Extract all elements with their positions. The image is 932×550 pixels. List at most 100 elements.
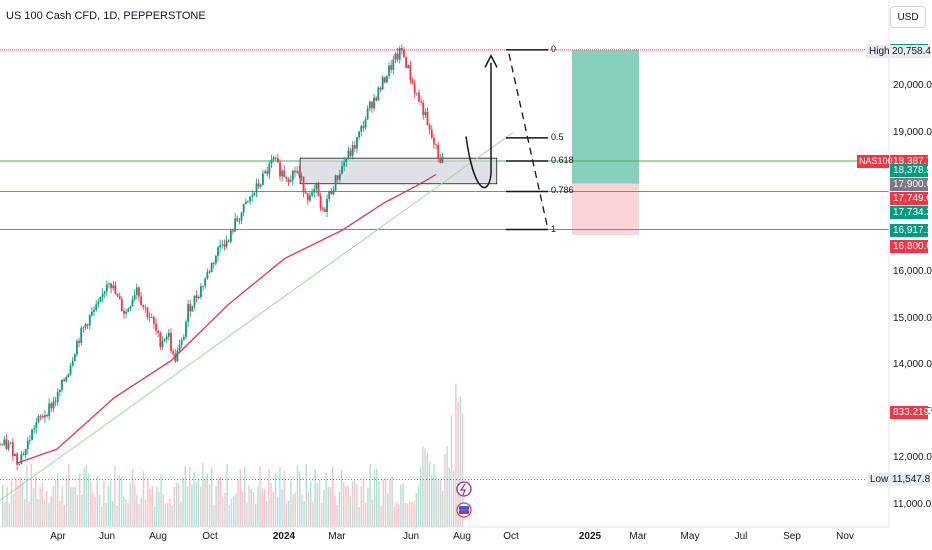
x-tick-label: Oct xyxy=(202,531,218,542)
volume-bar xyxy=(52,485,54,527)
x-tick-label: Mar xyxy=(629,531,647,542)
volume-bar xyxy=(50,496,52,527)
candle-body xyxy=(144,306,147,308)
volume-bar xyxy=(301,494,303,527)
candle-body xyxy=(97,302,100,305)
price-badge: 16,800.0 xyxy=(890,239,932,253)
volume-bar xyxy=(329,487,332,527)
horizontal-levels xyxy=(0,49,889,480)
volume-bar xyxy=(101,506,103,527)
volume-bar xyxy=(30,463,32,527)
volume-bar xyxy=(138,504,140,527)
candle-body xyxy=(195,295,198,299)
volume-bar xyxy=(263,489,266,527)
candle-body xyxy=(127,308,130,312)
volume-bar xyxy=(116,505,118,527)
volume-bar xyxy=(180,501,182,527)
volume-bar xyxy=(59,500,61,527)
candle-body xyxy=(439,157,442,163)
candle-body xyxy=(289,180,292,183)
candle-body xyxy=(390,65,393,70)
candle-body xyxy=(420,101,422,103)
price-badge: 18,378.5 xyxy=(890,163,932,177)
volume-bar xyxy=(402,483,404,527)
candle-body xyxy=(118,296,121,300)
volume-bar xyxy=(277,496,279,527)
volume-bar xyxy=(149,488,151,527)
volume-bar xyxy=(354,480,356,527)
volume-bar xyxy=(288,500,290,527)
candle-body xyxy=(330,190,333,195)
candle-body xyxy=(80,327,83,343)
candle-body xyxy=(268,163,271,174)
candle-body xyxy=(16,453,18,465)
candle-body xyxy=(262,173,264,185)
candle-body xyxy=(153,317,155,324)
volume-bars xyxy=(2,383,464,527)
volume-bar xyxy=(413,502,415,527)
candle-body xyxy=(170,332,172,352)
projection-curve xyxy=(465,62,492,189)
candle-body xyxy=(405,57,408,68)
candle-body xyxy=(150,317,153,318)
volume-bar xyxy=(351,481,354,527)
volume-bar xyxy=(369,463,371,527)
candle-body xyxy=(52,401,55,409)
volume-bar xyxy=(318,479,321,527)
volume-bar xyxy=(57,472,59,527)
candle-body xyxy=(394,53,397,60)
volume-bar xyxy=(453,470,455,527)
candle-body xyxy=(105,284,108,292)
candle-body xyxy=(356,137,358,149)
volume-bar xyxy=(257,486,259,527)
volume-bar xyxy=(136,494,138,527)
candle-body xyxy=(383,77,386,83)
candle-body xyxy=(334,175,337,191)
volume-bar xyxy=(294,492,296,527)
volume-bar xyxy=(94,497,96,527)
candle-body xyxy=(58,389,61,393)
volume-bar xyxy=(17,484,19,527)
volume-bar xyxy=(398,504,400,527)
y-tick-label: 16,000.0 xyxy=(893,266,932,278)
volume-bar xyxy=(90,482,92,527)
candle-body xyxy=(33,427,36,430)
y-tick-label: 19,000.0 xyxy=(893,126,932,138)
candle-body xyxy=(67,374,70,377)
volume-bar xyxy=(226,463,228,527)
candle-body xyxy=(37,415,40,423)
volume-bar xyxy=(393,506,395,527)
candle-body xyxy=(379,87,382,90)
candle-body xyxy=(185,321,187,337)
candle-body xyxy=(309,195,311,201)
candle-body xyxy=(73,354,76,361)
candle-body xyxy=(317,182,320,196)
volume-bar xyxy=(266,501,268,527)
x-tick-label: 2024 xyxy=(272,531,296,542)
volume-bar xyxy=(6,487,8,527)
candle-body xyxy=(133,294,136,300)
currency-button[interactable]: USD xyxy=(890,6,926,28)
fib-level-label: 1 xyxy=(551,223,557,234)
volume-bar xyxy=(127,503,129,527)
candle-body xyxy=(163,339,166,341)
candle-body xyxy=(88,315,91,326)
candle-body xyxy=(176,350,179,362)
candle-body xyxy=(437,144,440,158)
candle-body xyxy=(332,190,335,195)
volume-bar xyxy=(439,479,442,527)
candle-body xyxy=(69,365,72,375)
candle-body xyxy=(362,126,365,128)
volume-bar xyxy=(61,486,63,527)
volume-bar xyxy=(303,501,305,527)
volume-bar xyxy=(343,482,345,527)
candle-body xyxy=(116,293,119,297)
lightning-icon xyxy=(459,483,466,496)
volume-bar xyxy=(202,463,204,527)
candle-body xyxy=(167,332,170,337)
candle-body xyxy=(54,401,57,403)
candle-body xyxy=(41,415,44,418)
volume-bar xyxy=(327,486,329,527)
candle-body xyxy=(238,220,241,222)
